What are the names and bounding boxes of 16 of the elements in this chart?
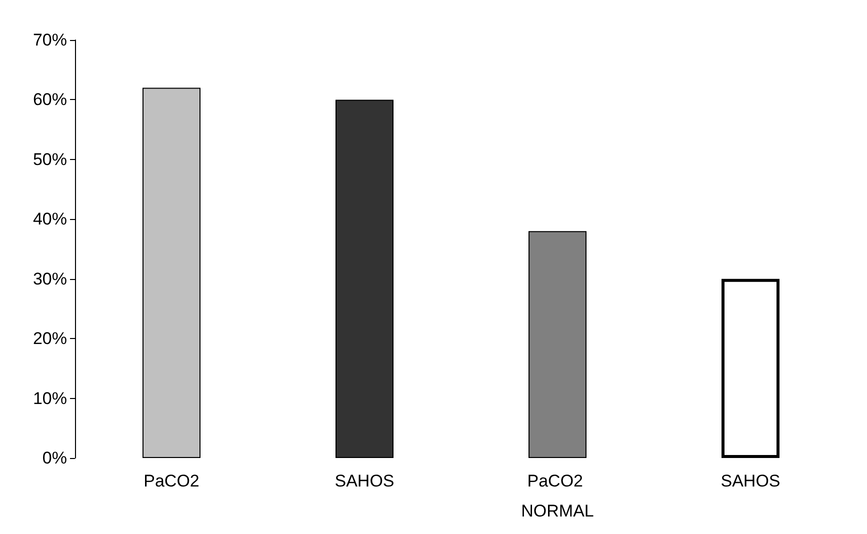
bar bbox=[142, 88, 200, 458]
y-tick-label: 0% bbox=[42, 448, 67, 468]
y-tick-label: 10% bbox=[32, 388, 67, 408]
bar bbox=[722, 278, 780, 458]
y-tick-label: 50% bbox=[32, 150, 67, 169]
y-tick-label: 20% bbox=[32, 329, 67, 348]
x-tick-label: PaCO2 bbox=[144, 472, 200, 490]
y-tick-label: 60% bbox=[32, 90, 67, 110]
x-tick-label: PaCO2 NORMAL bbox=[521, 472, 594, 520]
bar bbox=[336, 100, 394, 458]
y-tick-label: 70% bbox=[32, 30, 67, 50]
y-tick-label: 40% bbox=[32, 210, 67, 229]
bar bbox=[528, 231, 586, 458]
x-tick-label: SAHOS bbox=[334, 472, 394, 490]
x-tick-label: SAHOS bbox=[720, 472, 780, 490]
y-tick-label: 30% bbox=[32, 269, 67, 288]
